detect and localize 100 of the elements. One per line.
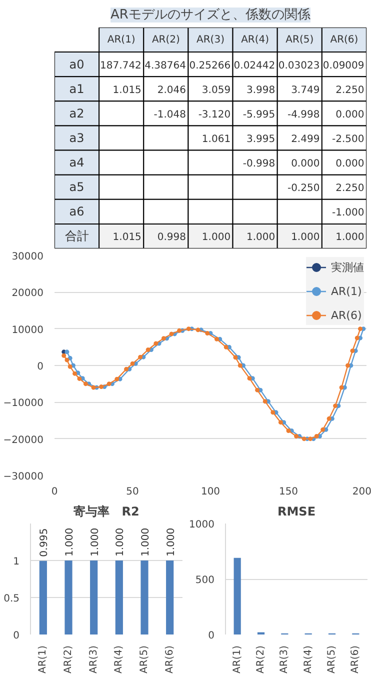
data-label: 187.742 [100,60,142,72]
data-label: 1.000 [115,528,126,556]
point [314,434,319,439]
data-label: 0.000 [336,109,364,120]
data-label: 3.749 [291,84,320,96]
point [333,404,338,408]
bar [234,558,241,634]
point [64,350,70,354]
data-label: 0.000 [336,158,364,170]
data-label: 2.250 [336,183,364,194]
y-tick-label: 合計 [64,229,89,244]
data-label: 1.000 [140,528,152,556]
y-tick-label: 0 [37,362,44,372]
y-tick-label: a4 [69,156,84,170]
x-tick-label: AR(3) [279,645,290,674]
point [302,436,306,442]
point [138,354,143,360]
chart-title: ARモデルのサイズと、係数の関係 [110,8,310,22]
data-label: 0.03023 [278,60,320,72]
chart-title: 寄与率 R2 [74,504,140,518]
data-label: 3.059 [202,84,231,96]
y-tick-label: 0.5 [4,594,20,604]
data-label: 3.998 [246,84,276,96]
data-label: 1.000 [166,528,177,556]
x-tick-label: AR(1) [38,645,49,674]
point [294,434,299,439]
point [91,385,96,390]
point [72,371,78,376]
point [308,436,313,442]
legend-label: 実測値 [331,260,364,274]
x-tick-label: AR(2) [256,645,266,674]
data-label: 1.000 [90,528,101,556]
x-tick-label: AR(6) [350,645,362,674]
x-tick-label: 150 [278,486,298,498]
x-tick-label: AR(6) [330,34,358,46]
data-label: 2.499 [291,134,320,145]
data-label: -1.000 [332,208,364,219]
point [238,363,242,368]
x-tick-label: 50 [126,486,139,498]
data-label: 1.000 [336,232,364,244]
x-tick-label: 100 [200,486,220,498]
y-tick-label: 10000 [12,324,44,336]
point [205,330,210,336]
y-tick-label: 1 [13,556,20,568]
x-tick-label: AR(3) [88,645,100,674]
point [358,326,363,332]
point [339,385,344,390]
data-label: 1.015 [112,84,142,96]
point [64,358,70,362]
y-tick-label: 500 [195,575,215,586]
point [247,376,252,381]
y-tick-label: −10000 [3,398,44,410]
point [224,344,228,350]
point [68,356,72,360]
point [196,328,200,332]
y-tick-label: 20000 [12,288,44,300]
data-label: 0.000 [291,158,320,170]
point [320,427,326,432]
x-tick-label: AR(5) [286,34,314,46]
point [326,416,332,421]
data-label: -4.998 [287,109,320,120]
point [114,376,120,382]
x-tick-label: AR(2) [63,645,74,674]
y-tick-label: a6 [69,204,84,219]
x-tick-label: AR(4) [114,645,125,674]
legend-label: AR(1) [331,284,362,298]
point [83,382,88,386]
data-label: 0.25266 [189,60,231,72]
data-label: 0.995 [39,528,50,557]
point [270,410,276,415]
point [278,420,283,425]
point [161,336,166,341]
data-label: 0.998 [157,232,186,244]
point [68,364,72,369]
point [99,384,104,390]
y-tick-label: 0 [13,630,20,642]
x-tick-label: AR(2) [152,34,180,46]
point [255,388,260,392]
point [286,428,291,434]
y-tick-label: a3 [69,131,84,145]
data-label: 1.015 [112,232,142,244]
data-label: 1.000 [246,232,276,244]
data-label: 4.38764 [144,60,186,72]
point [262,399,268,404]
y-tick-label: 30000 [12,252,44,262]
x-tick-label: AR(6) [164,645,176,674]
x-tick-label: AR(5) [326,645,338,674]
x-tick-label: AR(1) [232,645,243,674]
y-tick-label: −20000 [3,434,44,446]
chart-title: RMSE [277,504,316,518]
y-tick-label: a0 [69,57,84,72]
y-tick-label: a2 [69,106,84,120]
point [186,326,191,332]
point [177,328,182,333]
data-label: 1.061 [202,134,231,145]
data-label: -3.120 [198,109,231,120]
point [106,382,112,386]
y-tick-label: 0 [208,630,215,642]
x-tick-label: AR(1) [107,34,136,46]
point [354,336,360,340]
